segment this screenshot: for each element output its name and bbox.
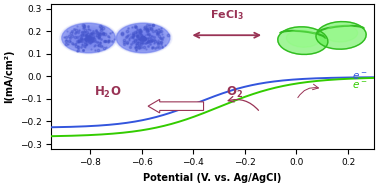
Circle shape <box>114 22 172 54</box>
Circle shape <box>70 28 107 48</box>
Circle shape <box>127 29 159 47</box>
Text: $e^-$: $e^-$ <box>352 80 367 91</box>
Text: $e^-$: $e^-$ <box>352 71 367 82</box>
Ellipse shape <box>316 22 366 49</box>
Circle shape <box>73 29 105 47</box>
Circle shape <box>120 25 166 51</box>
Text: $\mathbf{FeCl_3}$: $\mathbf{FeCl_3}$ <box>210 8 244 22</box>
Circle shape <box>115 22 171 53</box>
Circle shape <box>60 22 116 53</box>
Circle shape <box>124 27 162 48</box>
Ellipse shape <box>325 25 358 42</box>
Circle shape <box>126 29 160 47</box>
Circle shape <box>118 24 168 52</box>
Text: $\mathbf{H_2O}$: $\mathbf{H_2O}$ <box>94 85 122 100</box>
Circle shape <box>68 27 108 49</box>
X-axis label: Potential (V. vs. Ag/AgCl): Potential (V. vs. Ag/AgCl) <box>143 173 282 183</box>
FancyArrow shape <box>148 99 203 113</box>
Y-axis label: I(mA/cm²): I(mA/cm²) <box>4 50 14 103</box>
Ellipse shape <box>278 27 328 54</box>
Circle shape <box>65 25 112 51</box>
Circle shape <box>122 26 164 50</box>
Ellipse shape <box>286 30 319 47</box>
Circle shape <box>116 23 170 53</box>
Circle shape <box>65 25 113 51</box>
Circle shape <box>117 24 169 52</box>
Circle shape <box>64 24 114 52</box>
Text: $\mathbf{O_2}$: $\mathbf{O_2}$ <box>226 85 243 100</box>
Circle shape <box>70 27 108 48</box>
Circle shape <box>71 29 105 47</box>
Circle shape <box>123 27 163 49</box>
Circle shape <box>62 23 116 53</box>
Circle shape <box>119 25 167 51</box>
Circle shape <box>62 24 115 52</box>
Circle shape <box>67 26 110 50</box>
Circle shape <box>125 28 161 48</box>
Circle shape <box>121 26 165 50</box>
Circle shape <box>62 23 115 53</box>
Circle shape <box>67 26 111 50</box>
Circle shape <box>116 23 170 53</box>
Circle shape <box>59 22 118 54</box>
